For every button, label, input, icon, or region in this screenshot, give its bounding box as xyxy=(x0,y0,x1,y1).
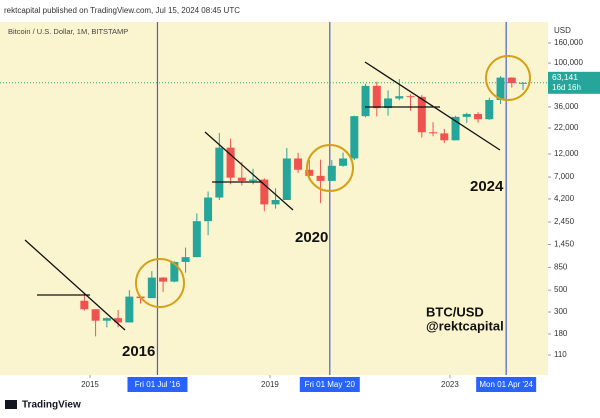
candle-body xyxy=(80,300,89,310)
candle-body xyxy=(339,158,348,166)
circle xyxy=(306,144,354,192)
candle-body xyxy=(496,77,505,100)
annotation: @rektcapital xyxy=(426,318,504,333)
candle-body xyxy=(226,147,235,178)
trendline xyxy=(364,61,501,151)
trendlines xyxy=(24,61,501,331)
y-tick-label: 36,000 xyxy=(554,102,579,111)
candle-body xyxy=(327,165,336,181)
date-marker-label: Fri 01 May '20 xyxy=(305,380,356,389)
candle-body xyxy=(181,257,190,262)
candle-body xyxy=(282,158,291,200)
y-tick-label: 500 xyxy=(554,285,568,294)
candle-body xyxy=(451,116,460,141)
trendline xyxy=(204,131,294,211)
annotation: BTC/USD xyxy=(426,304,484,319)
last-price-label: 63,141 xyxy=(552,72,578,82)
candle-body xyxy=(417,96,426,133)
chart-title: Bitcoin / U.S. Dollar, 1M, BITSTAMP xyxy=(8,27,128,36)
date-marker-box xyxy=(299,377,360,392)
candle-body xyxy=(462,113,471,117)
trendline xyxy=(24,239,126,331)
annotation: 2016 xyxy=(122,343,155,360)
candle-body xyxy=(159,277,168,282)
date-marker-label: Mon 01 Apr '24 xyxy=(479,380,533,389)
candle-body xyxy=(215,147,224,198)
candle-body xyxy=(350,116,359,159)
candle-body xyxy=(125,296,134,323)
y-tick-label: 160,000 xyxy=(554,38,583,47)
highlight-circles xyxy=(135,55,531,308)
candle-body xyxy=(406,96,415,98)
y-tick-label: 1,450 xyxy=(554,240,575,249)
circle xyxy=(485,55,531,101)
annotation: 2024 xyxy=(470,178,504,195)
candle-body xyxy=(249,179,258,181)
candle-body xyxy=(361,85,370,117)
candle-body xyxy=(395,96,404,99)
date-marker-box xyxy=(476,377,537,392)
last-price-box xyxy=(548,71,600,94)
candle-body xyxy=(372,85,381,109)
candle-body xyxy=(485,99,494,120)
footer: TradingView xyxy=(22,400,81,411)
candle-body xyxy=(384,98,393,109)
y-tick-label: 4,200 xyxy=(554,194,575,203)
countdown-label: 16d 16h xyxy=(552,83,581,92)
candle-body xyxy=(170,261,179,282)
plot-background xyxy=(0,22,548,375)
candle-body xyxy=(440,133,449,141)
y-tick-label: 22,000 xyxy=(554,123,579,132)
candle-body xyxy=(237,177,246,181)
x-tick-label: 2015 xyxy=(81,380,99,389)
y-tick-label: 180 xyxy=(554,329,568,338)
candle-body xyxy=(474,113,483,120)
candle-body xyxy=(114,318,123,323)
candle-body xyxy=(204,197,213,222)
candle-body xyxy=(429,132,438,134)
x-tick-label: 2019 xyxy=(261,380,279,389)
candle-body xyxy=(91,309,100,321)
y-tick-label: 300 xyxy=(554,307,568,316)
candle-body xyxy=(519,82,528,84)
y-tick-label: 2,450 xyxy=(554,217,575,226)
candle-body xyxy=(271,199,280,205)
y-tick-label: 100,000 xyxy=(554,58,583,67)
header: rektcapital published on TradingView.com… xyxy=(4,6,240,15)
x-tick-label: 2023 xyxy=(441,380,459,389)
date-marker-box xyxy=(127,377,188,392)
y-tick-label: 12,000 xyxy=(554,149,579,158)
y-tick-label: 110 xyxy=(554,350,567,359)
circle xyxy=(135,258,185,308)
candle-body xyxy=(192,221,201,258)
y-tick-label: 7,000 xyxy=(554,172,575,181)
candle-body xyxy=(294,158,303,170)
y-tick-label: 850 xyxy=(554,263,568,272)
date-marker-label: Fri 01 Jul '16 xyxy=(135,380,181,389)
candle-body xyxy=(507,77,516,84)
candle-body xyxy=(316,175,325,181)
y-axis-label: USD xyxy=(554,26,571,35)
annotation: 2020 xyxy=(295,229,328,246)
footer-logo xyxy=(5,400,17,409)
candle-body xyxy=(102,318,111,321)
candle-body xyxy=(260,179,269,205)
candle-body xyxy=(147,277,156,299)
candle-body xyxy=(305,169,314,176)
marks xyxy=(0,22,548,375)
